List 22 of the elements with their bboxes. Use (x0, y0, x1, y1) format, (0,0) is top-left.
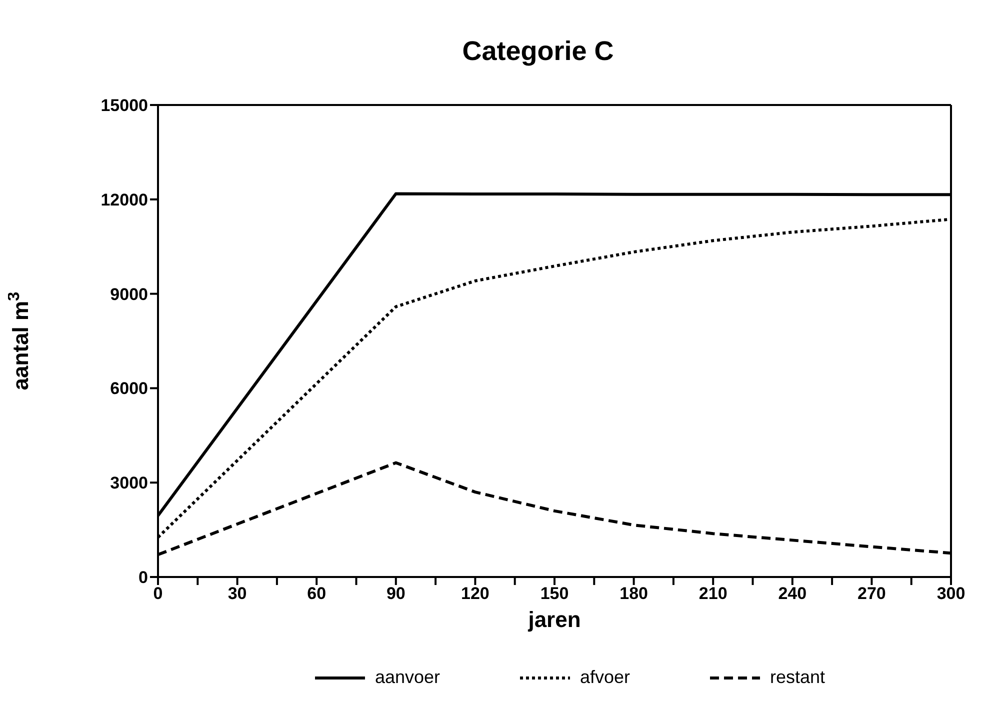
y-tick-label: 12000 (100, 190, 148, 210)
x-axis-title: jaren (527, 607, 581, 632)
y-tick-label: 0 (138, 568, 148, 588)
legend-label: afvoer (580, 667, 630, 688)
y-tick-label: 6000 (110, 379, 148, 398)
legend-label: restant (770, 667, 826, 688)
y-tick-label: 15000 (100, 96, 148, 116)
x-tick-label: 120 (461, 584, 490, 604)
x-tick-label: 240 (778, 584, 807, 604)
x-tick-label: 210 (698, 584, 728, 604)
y-tick-label: 9000 (110, 284, 148, 304)
x-tick-label: 270 (858, 584, 886, 604)
x-tick-label: 60 (307, 584, 326, 604)
legend-label: aanvoer (374, 667, 440, 688)
x-tick-label: 30 (228, 584, 247, 604)
x-tick-label: 150 (540, 584, 569, 604)
x-tick-label: 90 (386, 584, 406, 604)
x-tick-label: 300 (936, 584, 966, 604)
x-tick-label: 0 (153, 584, 163, 604)
y-tick-label: 3000 (110, 474, 148, 493)
x-tick-label: 180 (620, 584, 648, 604)
chart-title: Categorie C (461, 36, 615, 67)
